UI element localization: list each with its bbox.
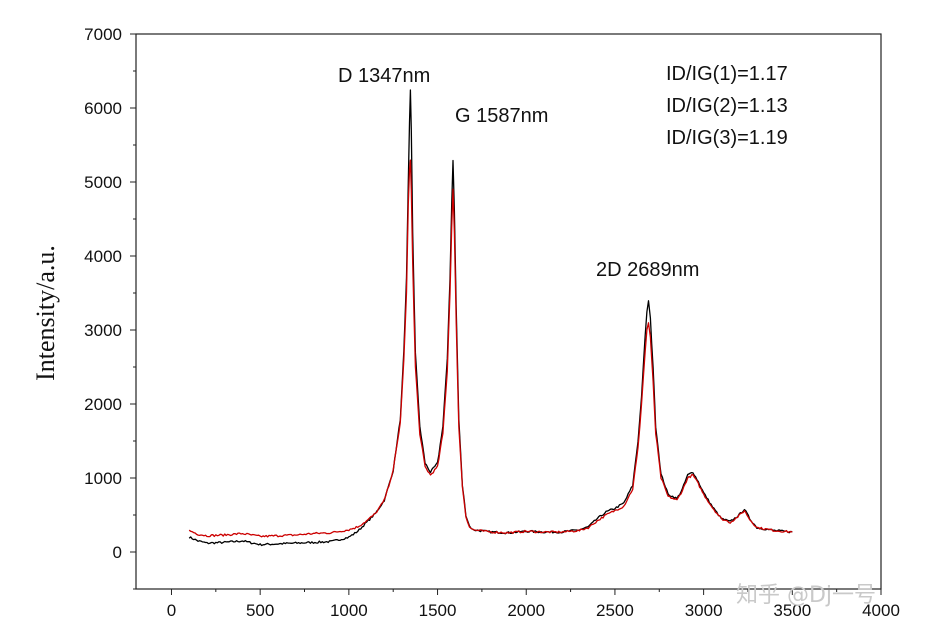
annotation-ratio-2: ID/IG(2)=1.13 xyxy=(666,95,788,117)
x-tick-label: 3500 xyxy=(773,601,811,620)
y-tick-label: 2000 xyxy=(84,395,122,414)
y-tick-label: 6000 xyxy=(84,99,122,118)
x-tick-label: 500 xyxy=(246,601,274,620)
series-lines xyxy=(188,89,793,547)
annotation-g-peak: G 1587nm xyxy=(455,105,548,127)
x-tick-label: 3000 xyxy=(685,601,723,620)
x-tick-label: 0 xyxy=(167,601,176,620)
annotation-ratio-1: ID/IG(1)=1.17 xyxy=(666,63,788,85)
x-tick-label: 2000 xyxy=(507,601,545,620)
x-tick-label: 2500 xyxy=(596,601,634,620)
series-red-line xyxy=(188,159,793,538)
x-tick-label: 1000 xyxy=(330,601,368,620)
y-tick-label: 5000 xyxy=(84,173,122,192)
annotation-d-peak: D 1347nm xyxy=(338,65,430,87)
plot-frame xyxy=(135,33,882,590)
y-tick-label: 7000 xyxy=(84,25,122,44)
x-tick-label: 1500 xyxy=(419,601,457,620)
x-tick-label: 4000 xyxy=(862,601,900,620)
y-tick-label: 1000 xyxy=(84,469,122,488)
y-tick-label: 4000 xyxy=(84,247,122,266)
y-tick-label: 3000 xyxy=(84,321,122,340)
watermark: 知乎 @Dj一号 xyxy=(736,583,876,608)
series-black-line xyxy=(188,89,793,547)
y-tick-label: 0 xyxy=(113,543,122,562)
annotation-ratio-3: ID/IG(3)=1.19 xyxy=(666,127,788,149)
y-axis-label: Intensity/a.u. xyxy=(31,245,60,381)
annotation-2d-peak: 2D 2689nm xyxy=(596,259,699,281)
axes: 0 500 1000 1500 2000 2500 3000 3500 4000 0 1000 200… xyxy=(84,25,900,620)
